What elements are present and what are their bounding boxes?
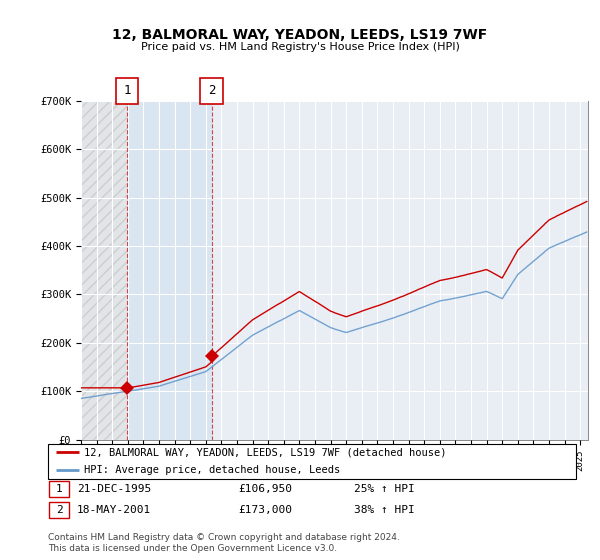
FancyBboxPatch shape	[200, 78, 223, 104]
Text: 1: 1	[124, 84, 131, 97]
FancyBboxPatch shape	[49, 481, 69, 497]
Text: 38% ↑ HPI: 38% ↑ HPI	[354, 505, 415, 515]
Text: £106,950: £106,950	[238, 484, 292, 494]
Text: 12, BALMORAL WAY, YEADON, LEEDS, LS19 7WF (detached house): 12, BALMORAL WAY, YEADON, LEEDS, LS19 7W…	[84, 447, 446, 458]
Bar	[127, 101, 212, 440]
Text: Price paid vs. HM Land Registry's House Price Index (HPI): Price paid vs. HM Land Registry's House …	[140, 42, 460, 52]
Text: Contains HM Land Registry data © Crown copyright and database right 2024.
This d: Contains HM Land Registry data © Crown c…	[48, 533, 400, 553]
Text: £173,000: £173,000	[238, 505, 292, 515]
FancyBboxPatch shape	[116, 78, 139, 104]
Bar	[81, 101, 127, 440]
FancyBboxPatch shape	[49, 502, 69, 518]
Text: 25% ↑ HPI: 25% ↑ HPI	[354, 484, 415, 494]
FancyBboxPatch shape	[48, 444, 576, 479]
Text: 12, BALMORAL WAY, YEADON, LEEDS, LS19 7WF: 12, BALMORAL WAY, YEADON, LEEDS, LS19 7W…	[112, 28, 488, 42]
Bar	[81, 101, 127, 440]
Text: 1: 1	[56, 484, 62, 494]
Text: HPI: Average price, detached house, Leeds: HPI: Average price, detached house, Leed…	[84, 465, 340, 475]
Text: 21-DEC-1995: 21-DEC-1995	[77, 484, 151, 494]
Text: 2: 2	[208, 84, 215, 97]
Text: 2: 2	[56, 505, 62, 515]
Text: 18-MAY-2001: 18-MAY-2001	[77, 505, 151, 515]
